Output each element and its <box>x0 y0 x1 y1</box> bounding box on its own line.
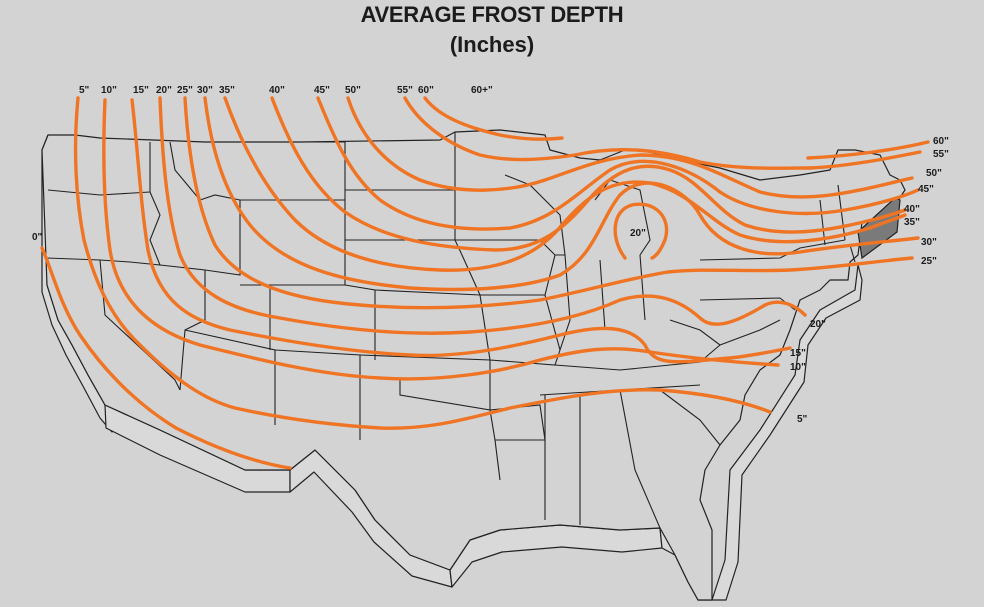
border-wa-or <box>47 189 151 196</box>
isoline-55-east <box>808 150 922 170</box>
label-right-0: 60" <box>933 136 949 147</box>
border-mt-nd <box>300 141 346 200</box>
label-right-6: 30" <box>921 237 937 248</box>
title-block: AVERAGE FROST DEPTH (Inches) <box>0 0 984 58</box>
label-right-9: 15" <box>790 348 806 359</box>
isoline-20 <box>158 96 807 335</box>
right-labels: 60" 55" 50" 45" 40" 35" 30" 25" 20" 15" … <box>790 136 949 425</box>
label-right-5: 35" <box>904 217 920 228</box>
border-ne-ks <box>374 289 481 296</box>
border-ms-al-ga <box>544 389 661 529</box>
label-right-8: 20" <box>810 319 826 330</box>
isoline-30 <box>203 96 920 292</box>
label-top-6: 35" <box>219 85 235 96</box>
border-il <box>559 254 571 351</box>
label-right-3: 45" <box>918 184 934 195</box>
isoline-35 <box>223 96 907 272</box>
border-mn <box>454 132 540 241</box>
isoline-50 <box>346 96 914 199</box>
label-top-0: 5" <box>79 85 90 96</box>
label-top-9: 50" <box>345 85 361 96</box>
label-top-2: 15" <box>133 85 149 96</box>
label-top-3: 20" <box>156 85 172 96</box>
label-center-0: 20" <box>630 228 646 239</box>
isoline-15 <box>130 98 792 364</box>
label-right-10: 10" <box>790 362 806 373</box>
isoline-60 <box>423 96 564 141</box>
label-top-4: 25" <box>177 85 193 96</box>
map-title: AVERAGE FROST DEPTH <box>360 2 624 27</box>
border-wy <box>204 199 346 286</box>
border-ca-nv <box>99 259 181 391</box>
border-ky-tn <box>554 344 721 371</box>
map-subtitle: (Inches) <box>449 32 535 57</box>
border-ok-tx <box>399 380 496 441</box>
label-right-4: 40" <box>904 204 920 215</box>
isoline-5 <box>73 96 772 430</box>
isoline-45 <box>316 96 920 231</box>
label-top-11: 60" <box>418 85 434 96</box>
top-labels: 5" 10" 15" 20" 25" 30" 35" 40" 45" 50" 5… <box>79 85 493 96</box>
isoline-25 <box>183 96 914 310</box>
label-top-12: 60+" <box>471 85 493 96</box>
isolines <box>40 96 930 470</box>
isoline-55 <box>403 96 812 170</box>
label-right-7: 25" <box>921 256 937 267</box>
label-right-2: 50" <box>926 168 942 179</box>
isoline-20-loop <box>613 202 669 260</box>
label-left-0: 0" <box>32 232 43 243</box>
label-top-10: 55" <box>397 85 413 96</box>
border-in-oh <box>599 254 646 331</box>
label-top-5: 30" <box>197 85 213 96</box>
border-wi <box>504 174 566 256</box>
border-mi <box>594 179 651 256</box>
border-id <box>129 142 161 266</box>
border-nv-ut <box>159 264 206 391</box>
label-top-8: 45" <box>314 85 330 96</box>
label-right-11: 5" <box>797 414 808 425</box>
isoline-60-east <box>806 140 930 160</box>
border-carolinas <box>659 389 721 446</box>
label-right-1: 55" <box>933 149 949 160</box>
border-wv-va <box>669 319 781 346</box>
east-coast-rim <box>711 264 863 601</box>
label-top-1: 10" <box>101 85 117 96</box>
isoline-40 <box>270 96 907 252</box>
isoline-0 <box>40 246 292 470</box>
label-top-7: 40" <box>269 85 285 96</box>
